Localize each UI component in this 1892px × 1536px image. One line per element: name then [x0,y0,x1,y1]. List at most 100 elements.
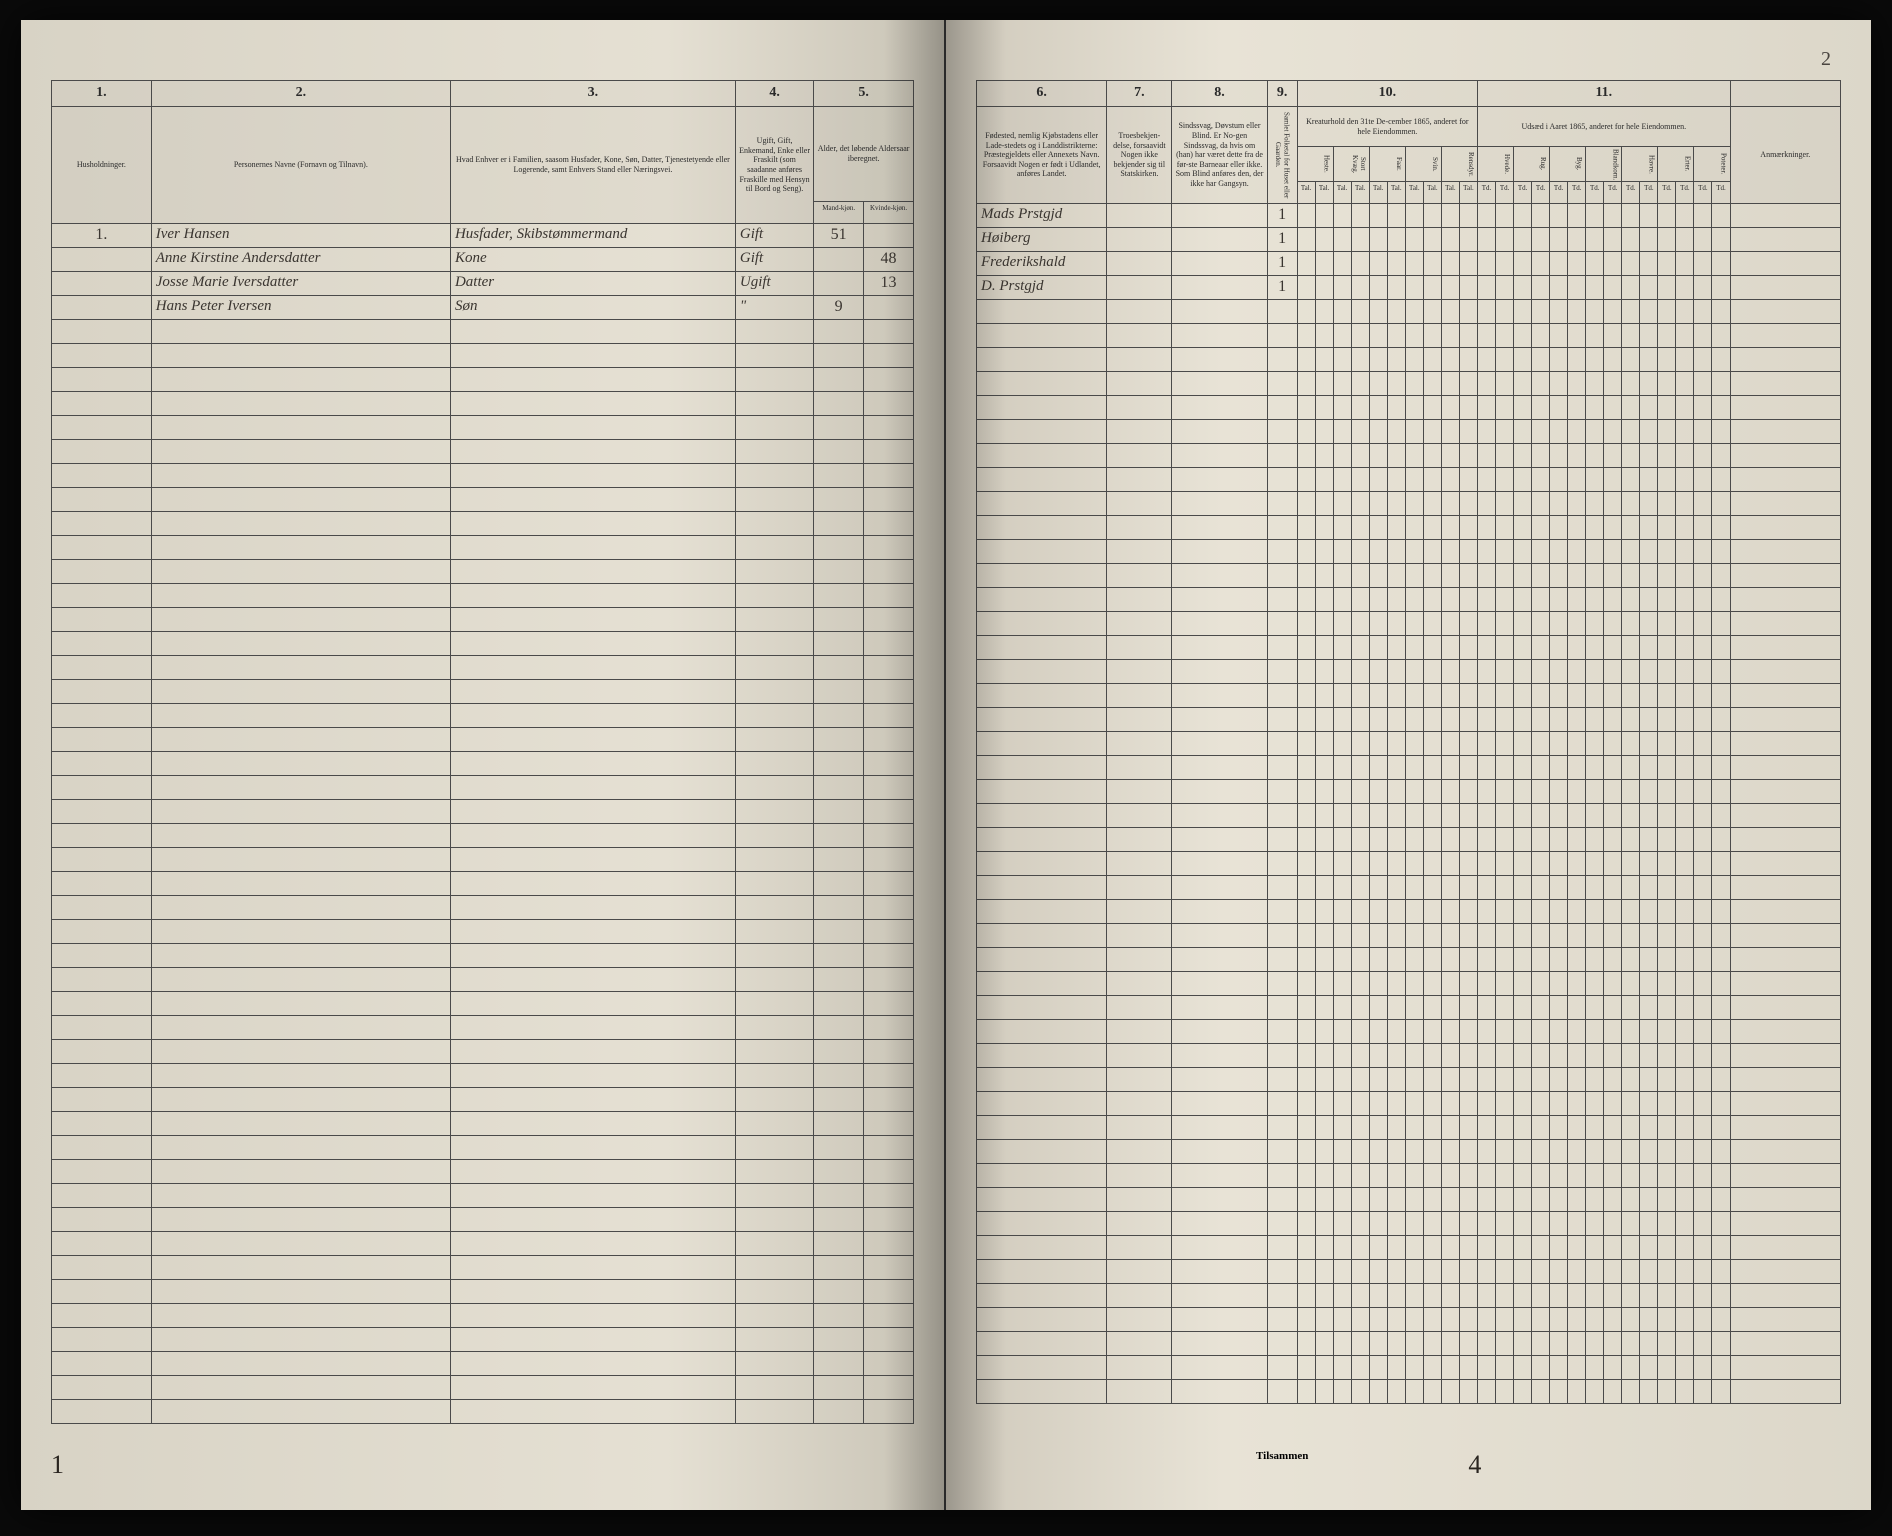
cell-stat [1496,228,1514,252]
sub11-5: Erter. [1658,147,1694,182]
table-row-empty [977,1212,1841,1236]
right-table-body: Mads Prstgjd1Høiberg1Frederikshald1D. Pr… [977,204,1841,1404]
cell-stat [1550,228,1568,252]
cell-stat [1694,252,1712,276]
table-row-empty [977,948,1841,972]
table-row-empty [977,1188,1841,1212]
cell-name: Iver Hansen [151,224,450,248]
cell-faith [1107,204,1172,228]
header-remarks: Anmærkninger. [1730,107,1840,204]
col-num-remarks [1730,81,1840,107]
unit-label: Td. [1550,182,1568,204]
sub10-1: Stort Kvæg. [1333,147,1369,182]
table-row-empty [977,996,1841,1020]
table-row-empty [52,1064,914,1088]
cell-condition [1172,204,1267,228]
cell-household [52,272,152,296]
cell-stat [1333,252,1351,276]
cell-count: 1 [1267,276,1297,300]
table-row-empty [977,300,1841,324]
cell-stat [1315,252,1333,276]
cell-stat [1712,276,1730,300]
left-footer-total: 1 [51,1450,64,1480]
cell-stat [1514,204,1532,228]
header-10: Kreaturhold den 31te De-cember 1865, and… [1297,107,1477,147]
table-row-empty [52,1256,914,1280]
table-row: Anne Kirstine AndersdatterKoneGift48 [52,248,914,272]
cell-faith [1107,276,1172,300]
cell-count: 1 [1267,252,1297,276]
cell-stat [1423,276,1441,300]
cell-stat [1297,276,1315,300]
cell-stat [1604,276,1622,300]
table-row: 1.Iver HansenHusfader, SkibstømmermandGi… [52,224,914,248]
unit-label: Td. [1514,182,1532,204]
col-num-11: 11. [1478,81,1731,107]
cell-stat [1369,276,1387,300]
cell-remarks [1730,252,1840,276]
table-row-empty [52,488,914,512]
cell-stat [1550,252,1568,276]
table-row-empty [52,824,914,848]
table-row-empty [52,680,914,704]
cell-stat [1459,276,1477,300]
cell-stat [1622,276,1640,300]
cell-stat [1351,204,1369,228]
header-1: Husholdninger. [52,107,152,224]
cell-stat [1423,228,1441,252]
cell-stat [1694,204,1712,228]
cell-age-f: 48 [864,248,914,272]
cell-stat [1423,252,1441,276]
unit-label: Td. [1496,182,1514,204]
table-row-empty [52,1376,914,1400]
cell-birthplace: D. Prstgjd [977,276,1107,300]
cell-count: 1 [1267,204,1297,228]
cell-birthplace: Frederikshald [977,252,1107,276]
cell-stat [1676,252,1694,276]
cell-stat [1622,252,1640,276]
cell-stat [1604,228,1622,252]
table-row-empty [52,920,914,944]
table-row-empty [52,1280,914,1304]
left-footer: 1 [51,1450,914,1480]
cell-stat [1496,252,1514,276]
cell-age-f [864,296,914,320]
table-row-empty [977,1356,1841,1380]
cell-stat [1351,252,1369,276]
table-row-empty [977,1380,1841,1404]
cell-stat [1369,204,1387,228]
table-row-empty [52,872,914,896]
table-row: Frederikshald 1 [977,252,1841,276]
sub11-2: Byg. [1550,147,1586,182]
table-row-empty [977,756,1841,780]
table-row-empty [977,540,1841,564]
table-row-empty [52,704,914,728]
cell-birthplace: Høiberg [977,228,1107,252]
table-row-empty [52,1112,914,1136]
cell-stat [1550,276,1568,300]
sub10-2: Faar. [1369,147,1405,182]
table-row-empty [977,1284,1841,1308]
table-row-empty [52,320,914,344]
cell-remarks [1730,276,1840,300]
table-row-empty [977,1236,1841,1260]
cell-household [52,248,152,272]
cell-stat [1586,276,1604,300]
cell-stat [1586,252,1604,276]
unit-label: Td. [1694,182,1712,204]
table-row-empty [52,584,914,608]
cell-household: 1. [52,224,152,248]
unit-label: Tal. [1405,182,1423,204]
cell-stat [1369,252,1387,276]
cell-stat [1568,228,1586,252]
cell-stat [1441,252,1459,276]
cell-age-m: 9 [814,296,864,320]
table-row-empty [52,416,914,440]
unit-label: Td. [1640,182,1658,204]
unit-label: Td. [1586,182,1604,204]
col-num-3: 3. [450,81,735,107]
table-row-empty [977,1044,1841,1068]
cell-stat [1550,204,1568,228]
cell-age-m [814,272,864,296]
sub11-6: Poteter. [1694,147,1730,182]
